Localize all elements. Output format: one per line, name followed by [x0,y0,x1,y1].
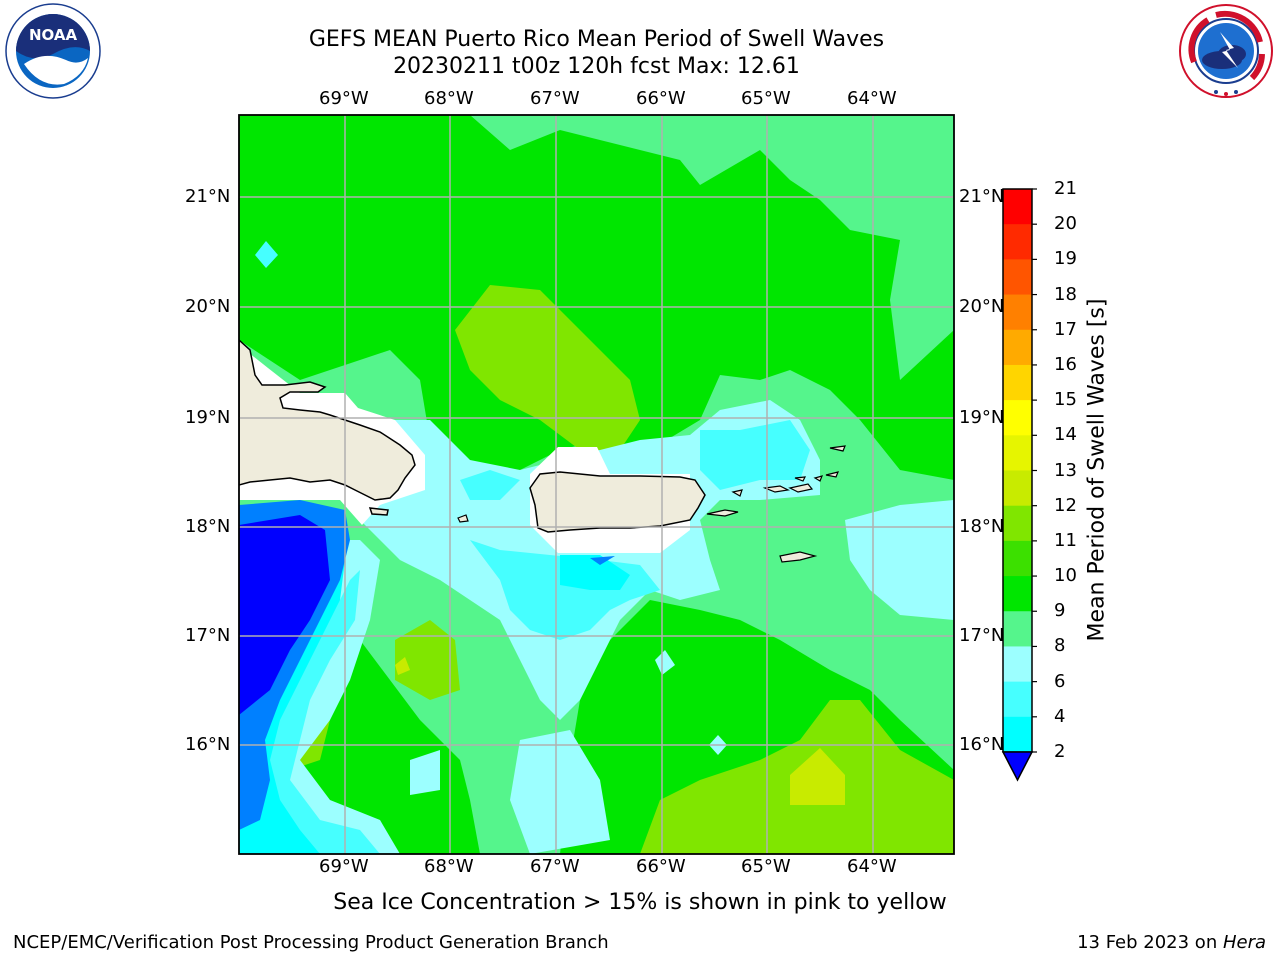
colorbar-segment [1003,576,1032,612]
swell-period-field [239,115,954,854]
colorbar-extend-arrow [1003,752,1032,780]
colorbar-segment [1003,400,1032,436]
colorbar-segment [1003,611,1032,647]
colorbar-tick-label: 9 [1054,601,1065,621]
colorbar-tick-label: 21 [1054,179,1077,199]
colorbar-segment [1003,471,1032,507]
colorbar-tick-label: 13 [1054,461,1077,481]
lat-label-right: 16°N [959,735,1004,755]
lon-label-bottom: 66°W [636,857,686,877]
colorbar-tick-label: 11 [1054,531,1077,551]
colorbar-tick-label: 14 [1054,425,1077,445]
colorbar-segment [1003,330,1032,366]
colorbar-segment [1003,435,1032,471]
lat-label-left: 18°N [185,517,230,537]
sea-ice-note: Sea Ice Concentration > 15% is shown in … [0,890,1280,915]
footer-branch: NCEP/EMC/Verification Post Processing Pr… [13,932,609,953]
lat-label-right: 21°N [959,187,1004,207]
colorbar-segment [1003,189,1032,225]
lat-label-right: 20°N [959,297,1004,317]
colorbar-tick-label: 16 [1054,355,1077,375]
colorbar-tick-label: 12 [1054,496,1077,516]
colorbar-segment [1003,541,1032,577]
colorbar-segment [1003,295,1032,331]
lon-label-top: 65°W [741,89,791,109]
colorbar-title: Mean Period of Swell Waves [s] [1085,299,1110,642]
colorbar-tick-label: 20 [1054,214,1077,234]
lon-label-bottom: 68°W [424,857,474,877]
lat-label-left: 21°N [185,187,230,207]
colorbar-segment [1003,682,1032,718]
lat-label-left: 17°N [185,626,230,646]
colorbar-tick-label: 10 [1054,566,1077,586]
lon-label-top: 67°W [530,89,580,109]
footer-host: Hera [1223,932,1266,953]
footer-date: 13 Feb 2023 on Hera [1077,932,1266,953]
lat-label-right: 19°N [959,408,1004,428]
lon-label-top: 66°W [636,89,686,109]
colorbar-tick-label: 6 [1054,672,1065,692]
colorbar-tick-label: 17 [1054,320,1077,340]
lat-label-left: 20°N [185,297,230,317]
lat-label-right: 18°N [959,517,1004,537]
lon-label-bottom: 65°W [741,857,791,877]
colorbar-segment [1003,224,1032,260]
colorbar-tick-label: 4 [1054,707,1065,727]
lon-label-bottom: 67°W [530,857,580,877]
lon-label-bottom: 64°W [847,857,897,877]
colorbar-segment [1003,365,1032,401]
colorbar-segment [1003,717,1032,753]
lat-label-left: 16°N [185,735,230,755]
colorbar-tick-label: 8 [1054,636,1065,656]
lon-label-top: 64°W [847,89,897,109]
colorbar-segment [1003,646,1032,682]
colorbar-tick-label: 2 [1054,742,1065,762]
colorbar-tick-label: 18 [1054,285,1077,305]
footer-date-text: 13 Feb 2023 on [1077,932,1223,953]
lat-label-right: 17°N [959,626,1004,646]
colorbar-tick-label: 19 [1054,249,1077,269]
colorbar-tick-label: 15 [1054,390,1077,410]
colorbar-segment [1003,259,1032,295]
lat-label-left: 19°N [185,408,230,428]
colorbar-segment [1003,506,1032,542]
lon-label-bottom: 69°W [319,857,369,877]
lon-label-top: 69°W [319,89,369,109]
lon-label-top: 68°W [424,89,474,109]
